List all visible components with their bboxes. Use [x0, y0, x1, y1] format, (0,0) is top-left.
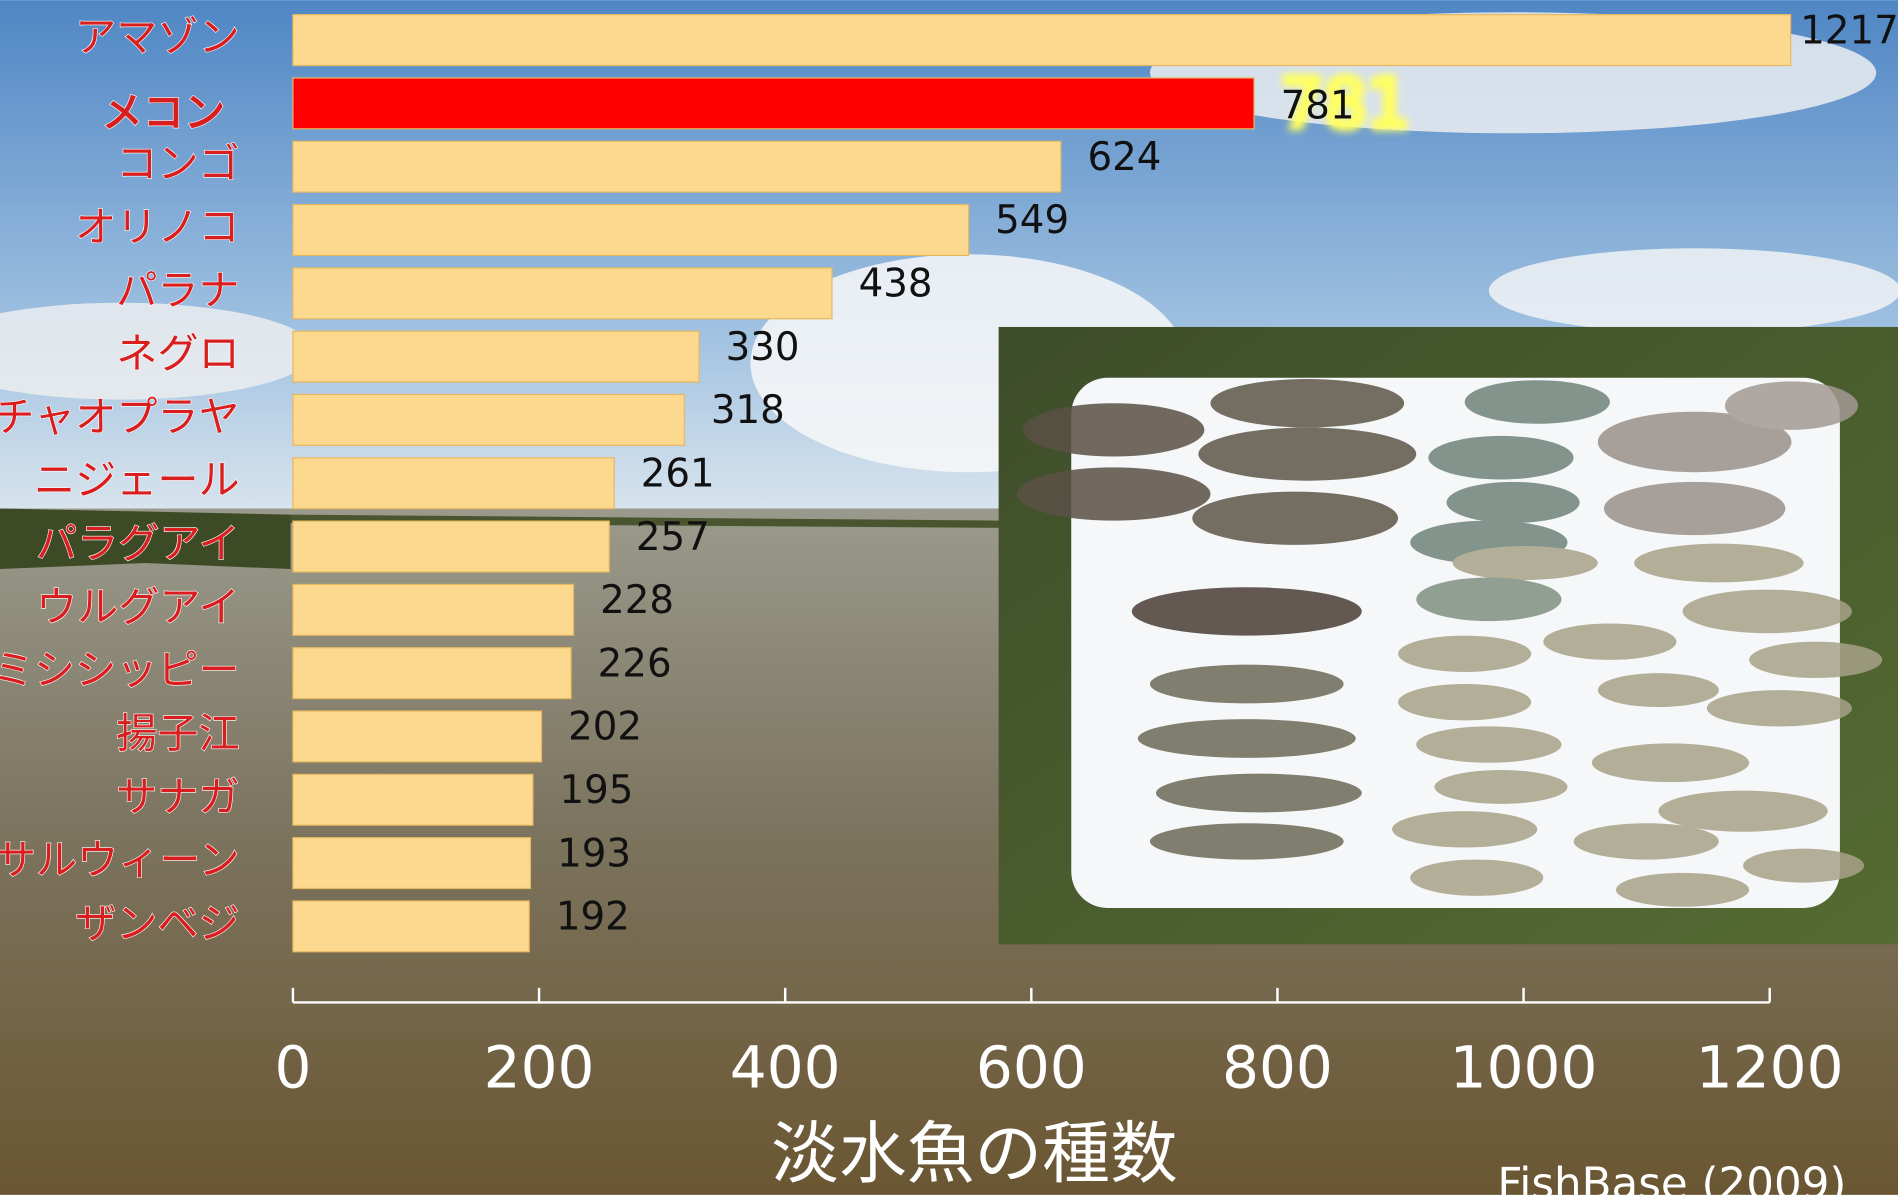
bar: [292, 457, 615, 510]
x-tick-label: 200: [484, 1034, 595, 1102]
value-label: 781: [1281, 84, 1355, 129]
category-label: ミシシッピー: [0, 646, 240, 694]
source: FishBase (2009): [1497, 1159, 1846, 1195]
value-label: 193: [557, 831, 631, 876]
value-label-glow: 781: [1281, 64, 1410, 143]
fish-photo: [998, 326, 1898, 945]
bar: [292, 140, 1062, 193]
category-label: ザンベジ: [75, 899, 240, 947]
value-label: 438: [859, 262, 933, 307]
x-tick-label: 1200: [1696, 1034, 1844, 1102]
x-tick-label: 0: [274, 1034, 311, 1102]
value-label: 624: [1087, 135, 1161, 180]
value-label: 318: [711, 388, 785, 433]
x-tick-label: 600: [976, 1034, 1087, 1102]
value-label: 226: [598, 641, 672, 686]
category-label: パラナ: [116, 266, 239, 314]
value-label: 195: [560, 768, 634, 813]
bar: [292, 647, 572, 700]
category-label: オリノコ: [75, 203, 240, 251]
value-label: 549: [995, 198, 1069, 243]
value-label: 261: [641, 451, 715, 496]
x-tick-label: 800: [1222, 1034, 1333, 1102]
category-label: ニジェール: [34, 456, 240, 504]
bar: [292, 583, 575, 636]
category-label: メコン: [102, 88, 225, 136]
x-tick-label: 400: [730, 1034, 841, 1102]
value-label: 330: [726, 325, 800, 370]
bar: [292, 710, 543, 763]
category-label: パラグアイ: [36, 520, 240, 568]
bar: [292, 837, 532, 890]
bar: [292, 330, 700, 383]
category-label: サナガ: [116, 773, 239, 821]
category-label: ウルグアイ: [36, 583, 240, 631]
value-label: 257: [636, 515, 710, 560]
x-axis-title: 淡水魚の種数: [771, 1114, 1178, 1193]
category-label: コンゴ: [116, 140, 239, 188]
category-label: アマゾン: [75, 13, 240, 61]
value-label: 192: [556, 895, 630, 940]
category-label: ネグロ: [116, 330, 239, 378]
bar: [292, 773, 534, 826]
category-label: 揚子江: [116, 709, 239, 757]
bar: [292, 14, 1792, 67]
bar: [292, 520, 610, 573]
category-label: サルウィーン: [0, 836, 240, 884]
bar: [292, 77, 1255, 130]
bar: [292, 900, 530, 953]
x-tick-label: 1000: [1450, 1034, 1598, 1102]
bar: [292, 393, 685, 446]
value-label: 228: [600, 578, 674, 623]
bar: [292, 267, 833, 320]
bar: [292, 203, 970, 257]
value-label: 202: [568, 705, 642, 750]
value-label: 1217: [1800, 8, 1898, 53]
category-label: チャオプラヤ: [0, 393, 240, 441]
